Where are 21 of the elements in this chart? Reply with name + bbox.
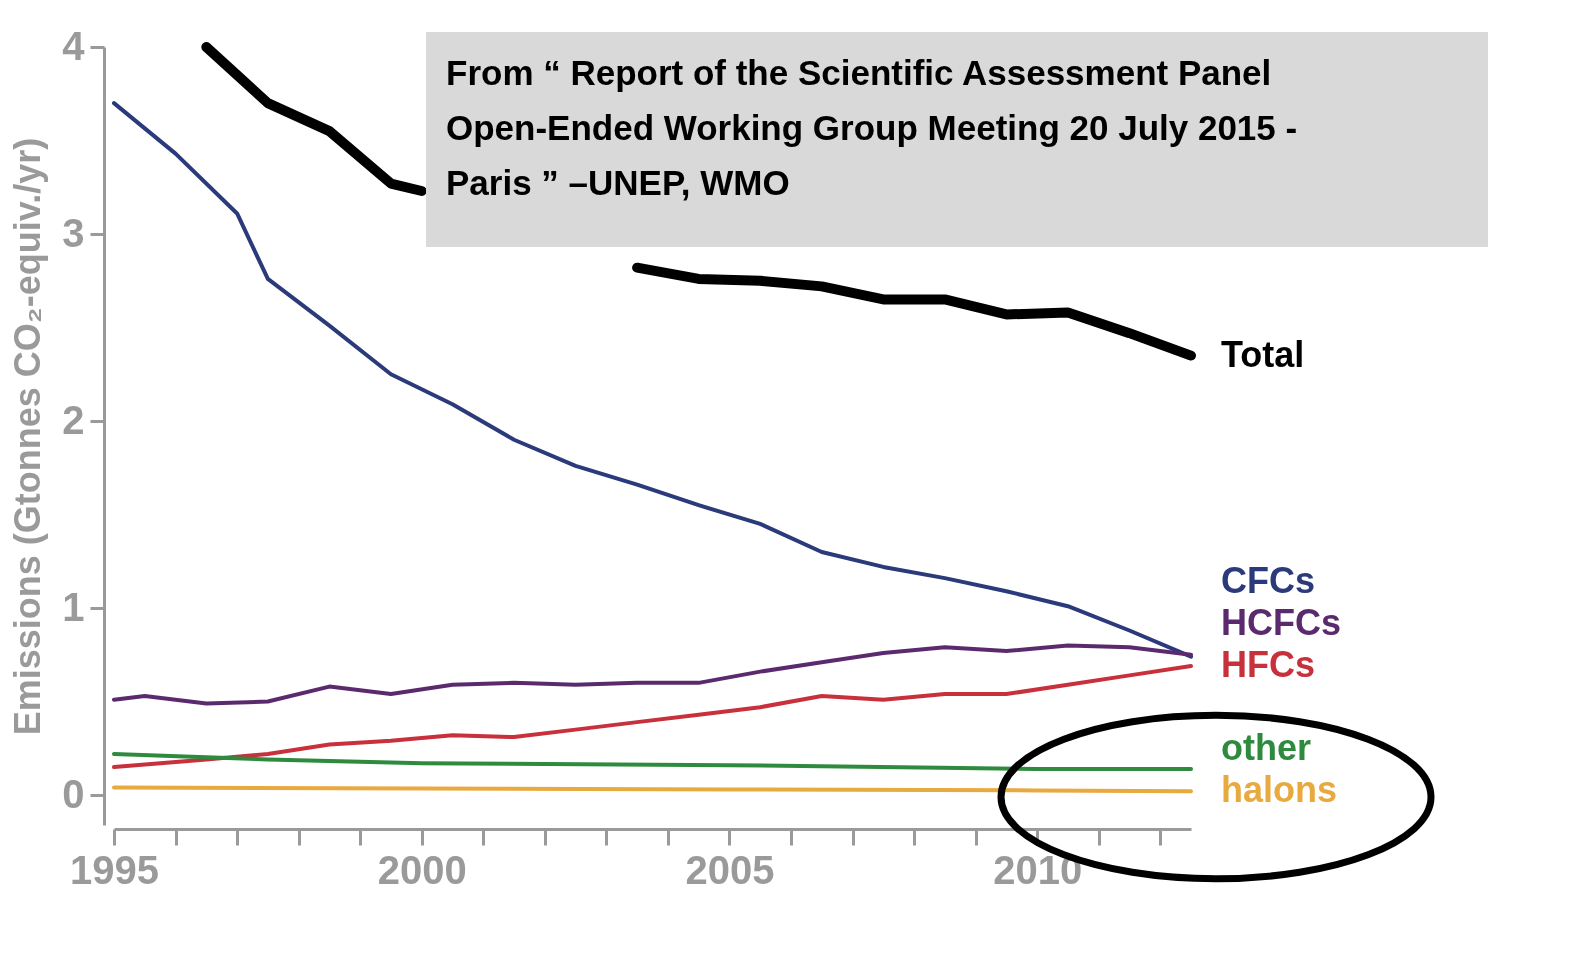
x-tick-label: 2005 bbox=[685, 847, 775, 892]
y-tick-label: 0 bbox=[62, 771, 85, 816]
y-tick-label: 2 bbox=[62, 397, 85, 442]
line-series bbox=[112, 643, 1193, 706]
series-label: HCFCs bbox=[1221, 602, 1342, 644]
y-axis-title: Emissions (Gtonnes CO₂-equiv./yr) bbox=[7, 137, 49, 736]
annotation: From “ Report of the Scientific Assessment Panel Open-Ended Working Group Meeting 20 July 2015 - Paris ” –UNEP, WMO bbox=[446, 53, 1298, 202]
y-tick-label: 1 bbox=[62, 584, 85, 629]
y-tick-label: 4 bbox=[62, 23, 86, 68]
x-tick-label: 2000 bbox=[377, 847, 467, 892]
x-tick-label: 1995 bbox=[70, 847, 159, 892]
series-label: HFCs bbox=[1221, 644, 1316, 686]
line-series bbox=[112, 664, 1193, 770]
line-series bbox=[112, 101, 1193, 659]
series-label: other bbox=[1221, 727, 1311, 769]
series-label: halons bbox=[1221, 769, 1338, 811]
series-label: Total bbox=[1221, 333, 1305, 375]
y-tick-label: 3 bbox=[62, 210, 85, 255]
series-label: CFCs bbox=[1221, 560, 1316, 602]
x-tick-label: 2010 bbox=[993, 847, 1083, 892]
line-series bbox=[112, 751, 1193, 771]
